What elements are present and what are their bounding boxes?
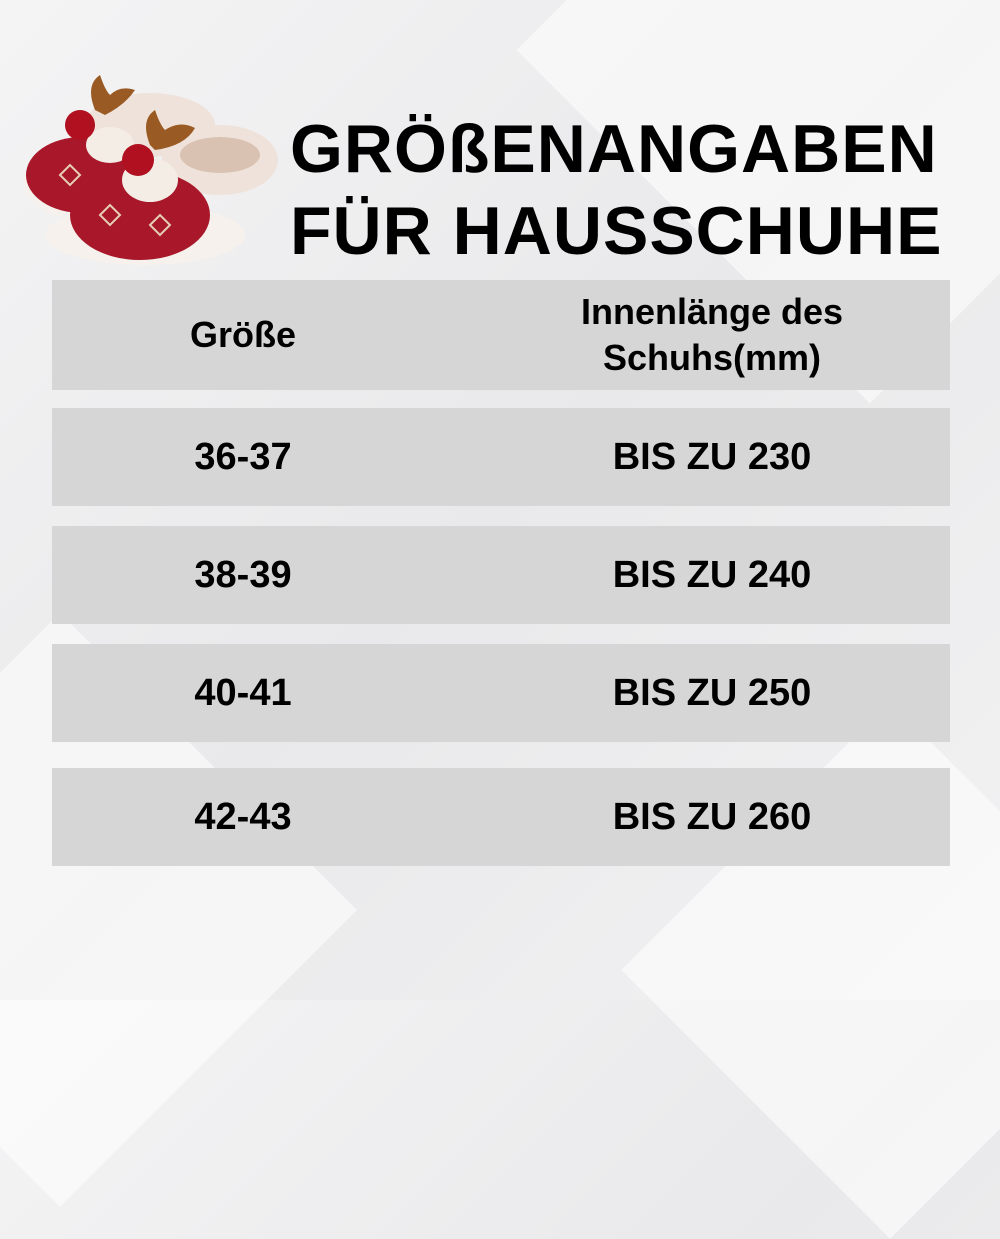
title-line-2: FÜR HAUSSCHUHE bbox=[290, 193, 943, 269]
length-cell: BIS ZU 230 bbox=[612, 435, 812, 478]
table-row: 42-43 BIS ZU 260 bbox=[52, 768, 950, 866]
length-cell: BIS ZU 250 bbox=[612, 671, 812, 714]
table-row: 38-39 BIS ZU 240 bbox=[52, 526, 950, 624]
length-cell: BIS ZU 260 bbox=[612, 795, 812, 838]
header-size: Größe bbox=[189, 314, 296, 355]
size-cell: 36-37 bbox=[194, 435, 292, 478]
table-header: Größe Innenlänge des Schuhs(mm) bbox=[52, 280, 950, 390]
length-cell: BIS ZU 240 bbox=[612, 553, 812, 596]
size-cell: 38-39 bbox=[194, 553, 292, 596]
title-line-1: GRÖßENANGABEN bbox=[290, 111, 938, 187]
page-title: GRÖßENANGABEN FÜR HAUSSCHUHE bbox=[290, 108, 970, 272]
size-cell: 40-41 bbox=[194, 671, 292, 714]
size-cell: 42-43 bbox=[194, 795, 292, 838]
table-row: 36-37 BIS ZU 230 bbox=[52, 408, 950, 506]
header-inner-length: Innenlänge des Schuhs(mm) bbox=[580, 291, 844, 378]
table-row: 40-41 BIS ZU 250 bbox=[52, 644, 950, 742]
reindeer-slipper-image bbox=[23, 75, 278, 265]
